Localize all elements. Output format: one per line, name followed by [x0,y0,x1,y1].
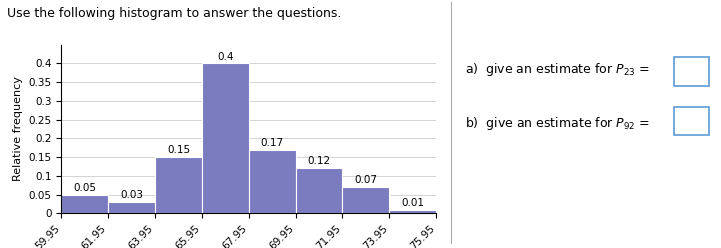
Bar [249,150,296,213]
Y-axis label: Relative frequency: Relative frequency [13,77,23,181]
Bar [296,168,342,213]
Bar [108,202,155,213]
Text: 0.15: 0.15 [167,145,190,155]
Text: a)  give an estimate for $P_{23}$ =: a) give an estimate for $P_{23}$ = [465,61,650,78]
Text: Use the following histogram to answer the questions.: Use the following histogram to answer th… [7,7,342,20]
Bar [155,157,202,213]
Text: 0.07: 0.07 [355,175,377,185]
Text: 0.12: 0.12 [307,156,331,166]
FancyBboxPatch shape [674,107,709,135]
Text: 0.03: 0.03 [120,190,143,200]
Text: 0.17: 0.17 [260,138,284,148]
Bar [202,63,249,213]
Text: 0.4: 0.4 [217,52,234,62]
Text: b)  give an estimate for $P_{92}$ =: b) give an estimate for $P_{92}$ = [465,116,650,132]
Bar [61,194,108,213]
FancyBboxPatch shape [674,57,709,86]
Text: 0.01: 0.01 [402,198,424,208]
Text: 0.05: 0.05 [74,183,96,193]
Bar [342,187,389,213]
Bar [389,210,436,213]
